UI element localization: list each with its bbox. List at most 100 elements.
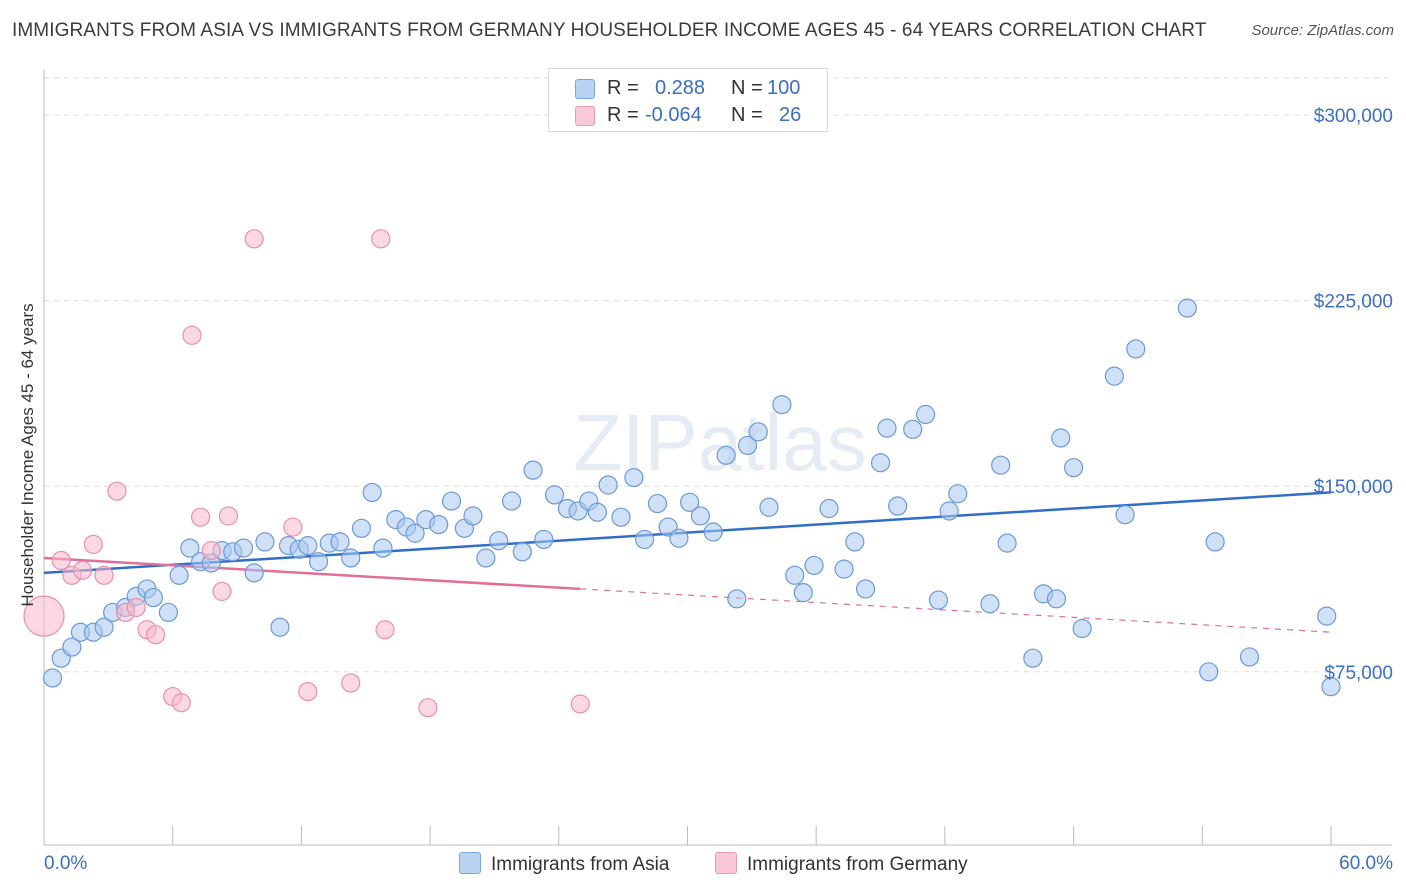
source-label: Source: ZipAtlas.com bbox=[1251, 22, 1394, 39]
y-tick-label: $225,000 bbox=[1314, 292, 1393, 313]
legend-item-asia: Immigrants from Asia bbox=[459, 852, 669, 876]
asia-point bbox=[1205, 532, 1225, 552]
asia-point bbox=[845, 532, 865, 552]
germany-point bbox=[371, 229, 391, 249]
asia-point bbox=[690, 506, 710, 526]
asia-point bbox=[669, 528, 689, 548]
asia-point bbox=[819, 498, 839, 519]
asia-point bbox=[233, 538, 254, 558]
asia-point bbox=[703, 522, 723, 542]
asia-point bbox=[915, 404, 936, 425]
y-axis-label: Householder Income Ages 45 - 64 years bbox=[18, 303, 37, 607]
asia-point bbox=[855, 579, 876, 599]
asia-point bbox=[244, 563, 264, 583]
y-tick-label: $75,000 bbox=[1324, 663, 1393, 684]
asia-point bbox=[143, 587, 163, 608]
axes bbox=[43, 70, 1392, 846]
asia-r-label: R = bbox=[607, 77, 639, 99]
germany-point bbox=[375, 620, 395, 640]
germany-point bbox=[212, 581, 232, 601]
asia-point bbox=[405, 523, 425, 543]
asia-point bbox=[928, 590, 949, 610]
germany-n-value: 26 bbox=[779, 104, 802, 126]
asia-point bbox=[634, 529, 655, 550]
asia-point bbox=[489, 531, 509, 551]
asia-point bbox=[476, 548, 496, 568]
germany-point bbox=[341, 673, 361, 693]
asia-point bbox=[1199, 662, 1219, 682]
asia-point bbox=[903, 419, 923, 439]
asia-point bbox=[1023, 648, 1043, 668]
asia-point bbox=[804, 555, 824, 576]
asia-point bbox=[1051, 428, 1071, 448]
legend-asia-label: Immigrants from Asia bbox=[491, 854, 670, 875]
asia-point bbox=[1317, 606, 1337, 626]
germany-point bbox=[107, 481, 127, 501]
germany-point bbox=[283, 517, 303, 537]
asia-point bbox=[991, 455, 1011, 475]
asia-point bbox=[939, 501, 959, 521]
data-points bbox=[23, 229, 1341, 718]
asia-point bbox=[870, 453, 891, 473]
asia-point bbox=[587, 502, 608, 522]
asia-point bbox=[62, 637, 82, 657]
asia-point bbox=[523, 460, 543, 480]
asia-point bbox=[94, 617, 114, 637]
germany-point bbox=[298, 681, 318, 702]
germany-point bbox=[190, 507, 211, 527]
asia-point bbox=[298, 536, 318, 556]
asia-point bbox=[624, 467, 644, 488]
asia-point bbox=[544, 485, 565, 505]
germany-point bbox=[94, 565, 114, 585]
asia-point bbox=[1126, 339, 1146, 359]
germany-point bbox=[182, 325, 202, 345]
legend-asia-swatch bbox=[459, 852, 481, 874]
germany-point bbox=[126, 597, 146, 618]
y-tick-label: $300,000 bbox=[1314, 106, 1393, 127]
asia-point bbox=[330, 532, 350, 552]
asia-point bbox=[502, 491, 522, 511]
tick-labels: $75,000 $150,000 $225,000 $300,000 0.0% 60.0% bbox=[44, 106, 1393, 874]
correlation-legend: R = 0.288 N = 100 R = -0.064 N = 26 bbox=[548, 68, 828, 132]
asia-n-label: N = bbox=[731, 77, 763, 99]
x-tick-label-right: 60.0% bbox=[1339, 853, 1393, 874]
gridlines bbox=[44, 77, 1392, 673]
germany-point bbox=[145, 625, 166, 645]
asia-point bbox=[598, 475, 618, 495]
asia-point bbox=[180, 538, 200, 558]
asia-point bbox=[308, 552, 329, 572]
asia-point bbox=[1321, 677, 1341, 697]
legend-item-germany: Immigrants from Germany bbox=[715, 852, 968, 876]
legend-row-asia: R = 0.288 N = 100 bbox=[549, 75, 827, 101]
asia-point bbox=[169, 565, 189, 585]
asia-point bbox=[362, 482, 382, 503]
asia-point bbox=[647, 493, 668, 514]
asia-point bbox=[270, 617, 290, 637]
trend-line-solid-1 bbox=[43, 556, 581, 591]
asia-point bbox=[534, 529, 554, 550]
legend-row-germany: R = -0.064 N = 26 bbox=[549, 102, 827, 128]
asia-point bbox=[680, 492, 700, 512]
asia-point bbox=[512, 542, 532, 562]
trend-lines bbox=[43, 491, 1332, 633]
germany-n-label: N = bbox=[731, 104, 763, 126]
asia-n-value: 100 bbox=[767, 77, 801, 99]
asia-r-value: 0.288 bbox=[655, 77, 706, 99]
asia-point bbox=[341, 548, 361, 568]
asia-point bbox=[158, 602, 179, 623]
asia-point bbox=[834, 559, 854, 579]
asia-point bbox=[772, 394, 792, 415]
asia-point bbox=[1239, 647, 1260, 667]
asia-point bbox=[793, 583, 813, 603]
asia-point bbox=[888, 496, 908, 516]
germany-point bbox=[83, 534, 103, 554]
asia-point bbox=[980, 594, 1000, 614]
asia-point bbox=[463, 506, 483, 526]
germany-point bbox=[418, 698, 438, 718]
asia-point bbox=[716, 445, 736, 465]
asia-point bbox=[785, 565, 805, 585]
germany-point bbox=[244, 229, 264, 249]
legend-germany-label: Immigrants from Germany bbox=[747, 854, 968, 875]
germany-point bbox=[171, 693, 191, 713]
